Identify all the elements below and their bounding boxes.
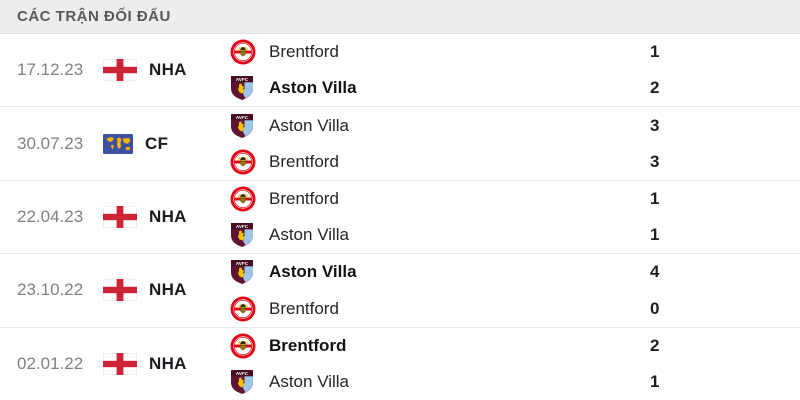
team-score: 1 (650, 225, 660, 245)
match-date: 17.12.23 (17, 60, 84, 80)
team-name: Aston Villa (269, 262, 357, 282)
svg-text:AVFC: AVFC (236, 261, 249, 266)
match-teams: Brentford 1 AVFC Aston Villa 2 (230, 34, 800, 106)
competition-cell: NHA (103, 181, 230, 253)
england-flag-icon (103, 206, 137, 229)
section-header: CÁC TRẬN ĐỐI ĐẤU (0, 0, 800, 34)
team-score: 3 (650, 115, 660, 135)
competition-code: NHA (149, 60, 187, 80)
brentford-crest-icon (230, 296, 256, 322)
brentford-crest-icon (230, 186, 256, 212)
team-line: Brentford 1 (230, 181, 800, 217)
england-flag-icon (103, 279, 137, 302)
h2h-list: 17.12.23 NHA (0, 34, 800, 400)
aston-villa-crest-icon: AVFC (230, 113, 256, 139)
competition-cell: NHA (103, 328, 230, 400)
brentford-crest-icon (230, 39, 256, 65)
team-name: Brentford (269, 42, 339, 62)
match-teams: AVFC Aston Villa 3 (230, 107, 800, 179)
competition-cell: NHA (103, 34, 230, 106)
svg-text:AVFC: AVFC (236, 224, 249, 229)
team-name: Aston Villa (269, 371, 350, 391)
competition-code: NHA (149, 280, 187, 300)
match-teams: Brentford 1 AVFC Aston Villa 1 (230, 181, 800, 253)
team-score: 1 (650, 188, 660, 208)
match-row[interactable]: 17.12.23 NHA (0, 34, 800, 108)
team-line: AVFC Aston Villa 1 (230, 364, 800, 400)
team-line: Brentford 0 (230, 290, 800, 326)
team-line: AVFC Aston Villa 1 (230, 217, 800, 253)
aston-villa-crest-icon: AVFC (230, 75, 256, 101)
team-line: AVFC Aston Villa 3 (230, 107, 800, 143)
team-name: Aston Villa (269, 225, 350, 245)
team-line: Brentford 3 (230, 144, 800, 180)
team-score: 3 (650, 151, 660, 171)
team-score: 2 (650, 78, 660, 98)
match-date: 02.01.22 (17, 353, 84, 373)
competition-cell: CF (103, 107, 230, 179)
team-name: Brentford (269, 335, 347, 355)
match-date: 23.10.22 (17, 280, 84, 300)
team-line: AVFC Aston Villa 2 (230, 70, 800, 106)
team-line: Brentford 2 (230, 328, 800, 364)
match-row[interactable]: 23.10.22 NHA AVFC (0, 254, 800, 328)
section-title: CÁC TRẬN ĐỐI ĐẤU (17, 8, 171, 25)
brentford-crest-icon (230, 149, 256, 175)
team-line: Brentford 1 (230, 34, 800, 70)
svg-text:AVFC: AVFC (236, 77, 249, 82)
team-name: Brentford (269, 298, 339, 318)
competition-code: NHA (149, 353, 187, 373)
world-flag-icon (103, 133, 133, 154)
match-teams: AVFC Aston Villa 4 (230, 254, 800, 326)
team-score: 4 (650, 262, 660, 282)
team-line: AVFC Aston Villa 4 (230, 254, 800, 290)
svg-text:AVFC: AVFC (236, 114, 249, 119)
match-date: 22.04.23 (17, 207, 84, 227)
svg-text:AVFC: AVFC (236, 371, 249, 376)
team-score: 1 (650, 371, 660, 391)
competition-cell: NHA (103, 254, 230, 326)
match-row[interactable]: 22.04.23 NHA (0, 181, 800, 255)
team-name: Brentford (269, 188, 339, 208)
aston-villa-crest-icon: AVFC (230, 222, 256, 248)
competition-code: CF (145, 133, 169, 153)
competition-code: NHA (149, 207, 187, 227)
aston-villa-crest-icon: AVFC (230, 369, 256, 395)
team-score: 0 (650, 298, 660, 318)
brentford-crest-icon (230, 333, 256, 359)
aston-villa-crest-icon: AVFC (230, 259, 256, 285)
england-flag-icon (103, 59, 137, 82)
match-teams: Brentford 2 AVFC Aston Villa 1 (230, 328, 800, 400)
team-name: Aston Villa (269, 115, 350, 135)
match-date: 30.07.23 (17, 133, 84, 153)
team-name: Aston Villa (269, 78, 357, 98)
team-score: 1 (650, 42, 660, 62)
team-name: Brentford (269, 151, 339, 171)
team-score: 2 (650, 335, 660, 355)
england-flag-icon (103, 352, 137, 375)
match-row[interactable]: 02.01.22 NHA (0, 328, 800, 400)
match-row[interactable]: 30.07.23 CF (0, 107, 800, 181)
